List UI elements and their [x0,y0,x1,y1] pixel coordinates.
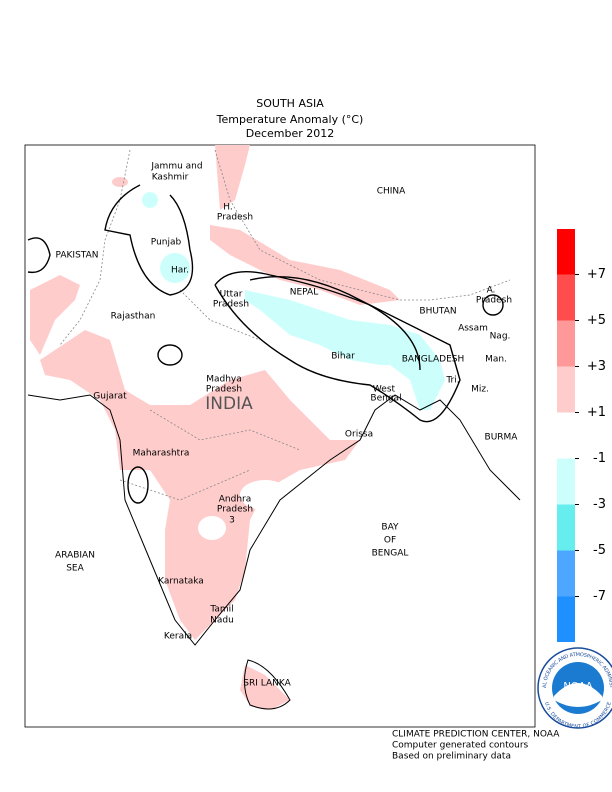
region-label: Maharashtra [133,449,190,459]
region-label: Gujarat [93,392,127,402]
region-label: Bengal [370,394,401,404]
contour-label: 3 [229,516,235,526]
colorbar-band [557,366,575,413]
region-label: Kashmir [152,173,189,183]
colorbar-tick-label: -1 [593,451,606,466]
title: SOUTH ASIA [256,97,324,110]
region-label: Pradesh [206,385,242,395]
footer-line: Based on preliminary data [392,752,511,762]
contour [214,271,461,423]
region-label: SRI LANKA [243,679,291,689]
colorbar-band [557,458,575,505]
contour [104,184,194,296]
map: Jammu and Kashmir H. Pradesh CHINA PAKIS… [24,144,536,728]
colorbar-tick-label: -3 [593,497,606,512]
colorbar-tick-label: -5 [593,543,606,558]
warm-area [240,665,290,710]
region-label: Orissa [345,430,373,440]
region-label: Pradesh [213,300,249,310]
region-label: Jammu and [150,162,202,172]
neutral-area [198,516,226,540]
footer-line: Computer generated contours [392,741,529,751]
colorbar-band [557,596,575,642]
cool-area [142,192,158,208]
colorbar-band [557,229,575,275]
colorbar-band [557,550,575,597]
warm-area [112,177,128,187]
colorbar: +7 +5 +3 +1 -1 -3 -5 -7 [557,229,606,642]
colorbar-tick-label: -7 [593,589,606,604]
region-label: Andhra [219,495,252,505]
region-label: Pradesh [217,505,253,515]
region-label: SEA [66,564,84,574]
region-label: H. [223,203,232,213]
logo-name: NOAA [563,681,592,692]
logo-bird [554,683,602,707]
coastline [244,659,291,710]
region-label: Pradesh [217,213,253,223]
region-label: BENGAL [372,549,409,559]
region-label: A. [487,286,496,296]
colorbar-tick-label: +3 [587,359,606,374]
colorbar-band [557,504,575,551]
region-label: Kerala [164,632,192,642]
region-label: CHINA [377,187,406,197]
colorbar-tick-label: +5 [587,313,606,328]
region-label: Nadu [210,616,234,626]
region-label: West [373,385,396,395]
region-label: Nag. [490,332,511,342]
region-label: PAKISTAN [56,251,99,261]
region-label: BHUTAN [419,307,456,317]
warm-area [210,225,400,305]
region-label: ARABIAN [55,551,95,561]
region-label: Tri. [445,376,459,386]
border [59,149,511,501]
contour [127,466,149,504]
colorbar-band [557,412,575,459]
region-label: NEPAL [290,288,318,298]
warm-area [30,275,80,355]
region-label: OF [384,536,396,546]
region-label: Har. [171,266,189,276]
neutral-area [240,480,290,510]
region-label: Tamil [209,605,233,615]
region-label: Rajasthan [111,312,156,322]
warm-area [40,330,360,640]
colorbar-band [557,274,575,321]
region-label: Bihar [331,352,355,362]
contour [157,344,183,366]
date: December 2012 [246,127,335,140]
region-label: Miz. [471,385,489,395]
region-label: Uttar [220,290,243,300]
region-label: Pradesh [476,296,512,306]
region-label: Punjab [151,238,182,248]
warm-area [215,145,250,210]
region-label: BANGLADESH [402,355,465,365]
colorbar-tick-label: +7 [587,267,606,282]
country-label: INDIA [205,394,253,414]
colorbar-tick-label: +1 [587,405,606,420]
neutral-area [198,333,222,377]
cool-area [160,253,190,283]
footer-line: CLIMATE PREDICTION CENTER, NOAA [392,730,560,740]
coastline [27,394,521,646]
contour [249,276,421,371]
cool-area [245,290,445,410]
region-label: BURMA [485,433,519,443]
region-label: Man. [485,355,507,365]
region-label: Madhya [206,375,242,385]
region-label: Karnataka [158,577,204,587]
subtitle: Temperature Anomaly (°C) [216,113,364,126]
colorbar-band [557,320,575,367]
contour [482,294,504,316]
contour [27,237,51,274]
region-label: Assam [458,324,488,334]
region-label: BAY [381,523,399,533]
